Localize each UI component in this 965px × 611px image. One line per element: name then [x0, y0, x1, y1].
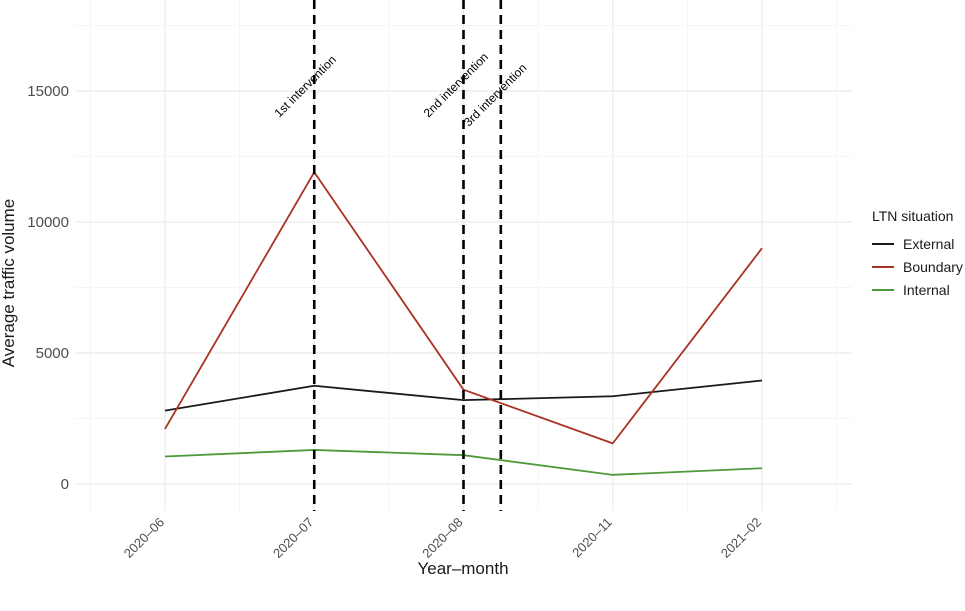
- legend-swatch-boundary: [872, 265, 894, 268]
- legend-item-boundary: Boundary: [872, 255, 963, 278]
- y-tick-label: 0: [61, 476, 69, 493]
- x-tick-label: 2021–02: [718, 515, 764, 561]
- legend-swatch-internal: [872, 288, 894, 291]
- legend-label-internal: Internal: [903, 281, 950, 298]
- series-line-external: [164, 379, 763, 412]
- y-tick-label: 5000: [36, 345, 69, 362]
- legend: LTN situation External Boundary Internal: [872, 208, 963, 301]
- y-tick-label: 15000: [27, 83, 69, 100]
- intervention-label: 1st intervention: [271, 53, 338, 120]
- x-tick-label: 2020–11: [569, 515, 615, 561]
- legend-label-boundary: Boundary: [903, 258, 963, 275]
- x-tick-label: 2020–08: [419, 515, 465, 561]
- y-tick-label: 10000: [27, 214, 69, 231]
- x-tick-label: 2020–06: [121, 515, 167, 561]
- legend-title: LTN situation: [872, 208, 954, 224]
- legend-label-external: External: [903, 235, 955, 252]
- series-line-boundary: [164, 171, 763, 445]
- legend-item-external: External: [872, 232, 963, 255]
- y-axis-label: Average traffic volume: [0, 198, 18, 368]
- legend-item-internal: Internal: [872, 278, 963, 301]
- legend-swatch-external: [872, 242, 894, 245]
- x-axis-label: Year–month: [417, 559, 509, 578]
- x-tick-label: 2020–07: [270, 515, 316, 561]
